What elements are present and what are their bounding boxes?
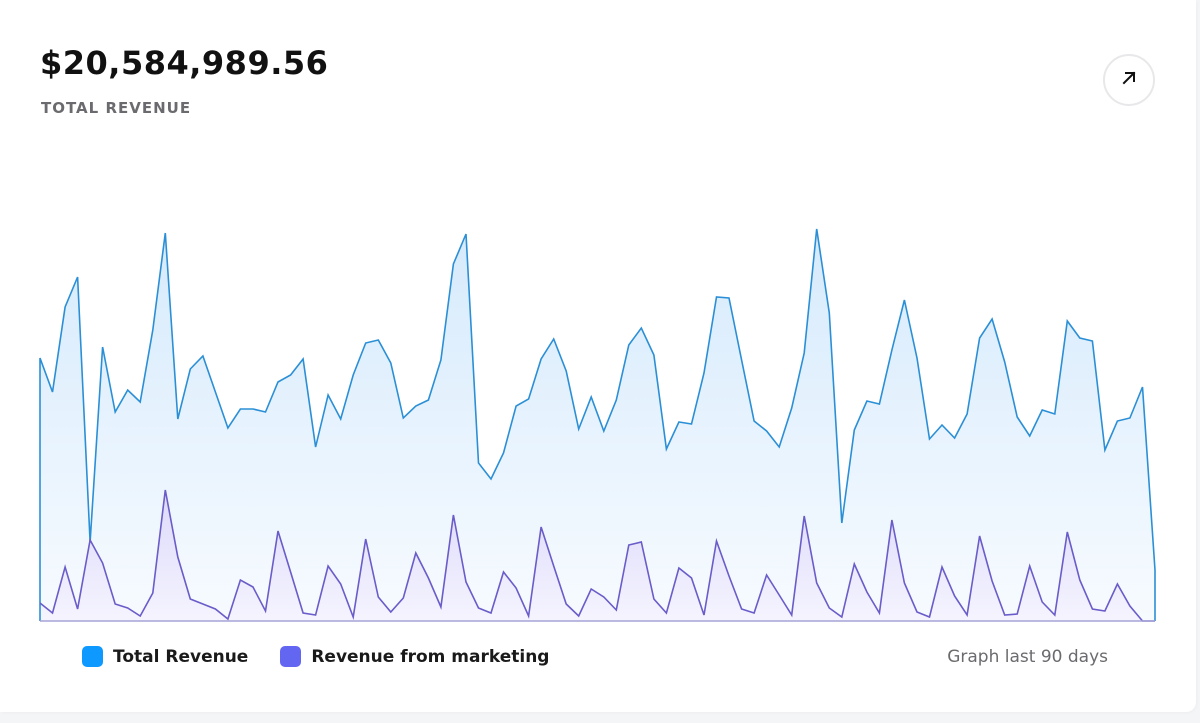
legend-label: Revenue from marketing xyxy=(311,646,550,667)
legend-item-marketing-revenue[interactable]: Revenue from marketing xyxy=(280,646,549,667)
marketing-revenue-swatch xyxy=(280,646,302,667)
arrow-up-right-icon xyxy=(1120,69,1138,92)
legend-item-total-revenue[interactable]: Total Revenue xyxy=(82,646,248,667)
marketing-revenue-area xyxy=(40,490,1155,621)
expand-button[interactable] xyxy=(1103,54,1155,106)
total-revenue-swatch xyxy=(82,646,103,667)
total-revenue-label: TOTAL REVENUE xyxy=(41,99,192,117)
graph-range-label: Graph last 90 days xyxy=(947,647,1108,667)
total-revenue-amount: $20,584,989.56 xyxy=(40,44,329,82)
total-revenue-line xyxy=(39,228,1156,621)
chart-legend: Total Revenue Revenue from marketing xyxy=(82,646,581,667)
total-revenue-area xyxy=(40,229,1155,621)
legend-label: Total Revenue xyxy=(113,646,249,667)
marketing-revenue-line xyxy=(39,489,1155,622)
